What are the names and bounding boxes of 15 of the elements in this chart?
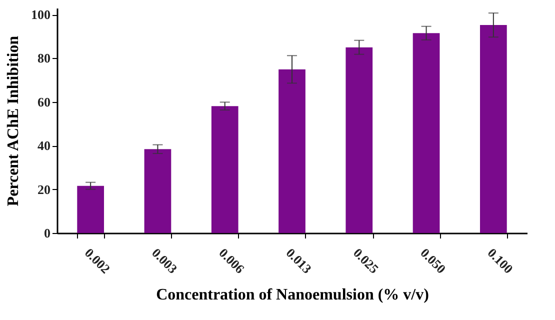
bar [144,149,172,233]
y-tick-label: 0 [44,226,50,240]
y-tick-label: 20 [38,182,50,197]
bar [278,69,306,233]
bar [211,106,238,233]
x-axis-title: Concentration of Nanoemulsion (% v/v) [156,286,429,304]
bar [346,47,373,233]
y-tick-label: 100 [31,7,50,22]
y-axis-title: Percent AChE Inhibition [5,36,22,206]
bar [412,33,440,233]
y-tick-label: 80 [38,50,50,66]
bar [77,186,104,233]
bar [480,25,507,233]
y-tick-label: 40 [38,138,50,154]
y-tick-label: 60 [38,94,50,110]
